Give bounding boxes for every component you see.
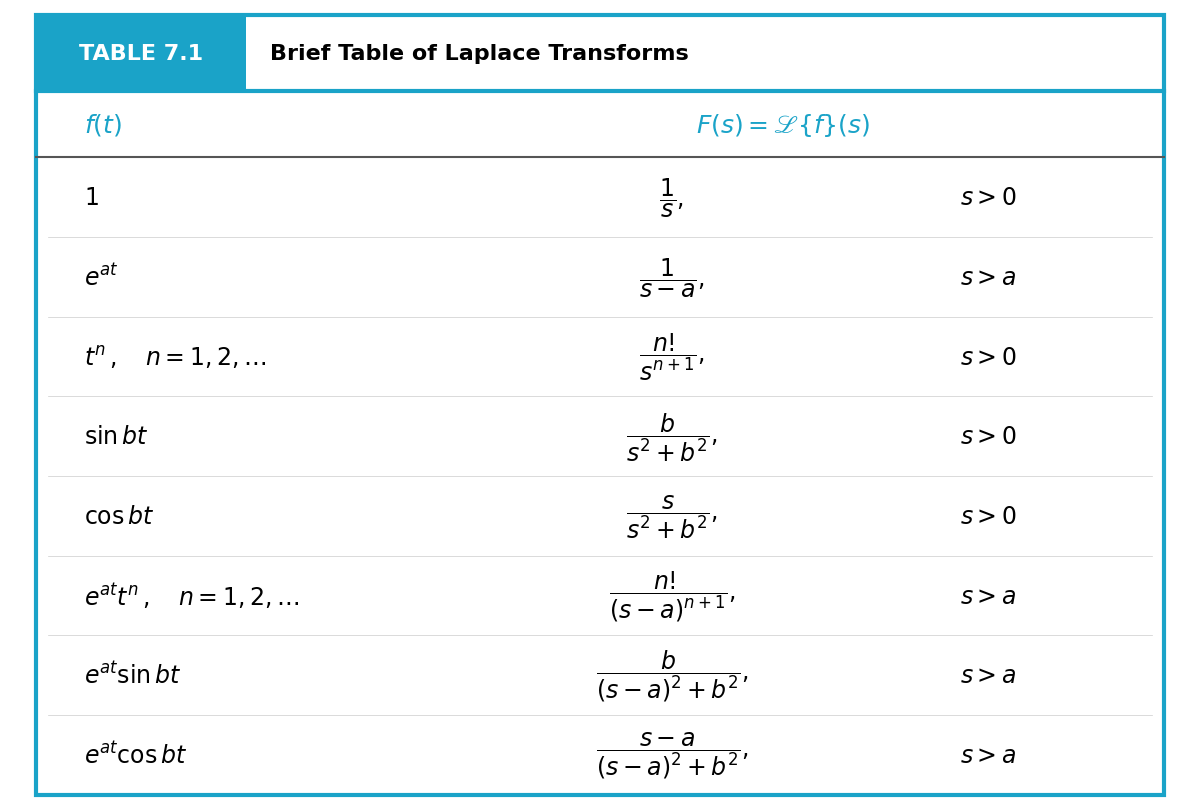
- Text: $\dfrac{1}{s}$$,$: $\dfrac{1}{s}$$,$: [660, 176, 684, 220]
- Text: $\dfrac{n!}{s^{n+1}}$$,$: $\dfrac{n!}{s^{n+1}}$$,$: [640, 331, 704, 383]
- FancyBboxPatch shape: [36, 16, 246, 92]
- Text: $s > a$: $s > a$: [960, 584, 1016, 607]
- Text: $e^{at} \sin bt$: $e^{at} \sin bt$: [84, 663, 181, 689]
- Text: $\dfrac{b}{(s - a)^{2} + b^{2}}$$,$: $\dfrac{b}{(s - a)^{2} + b^{2}}$$,$: [595, 647, 749, 703]
- Text: $s > a$: $s > a$: [960, 743, 1016, 767]
- Text: $\dfrac{1}{s - a}$$,$: $\dfrac{1}{s - a}$$,$: [640, 255, 704, 299]
- Text: $\sin bt$: $\sin bt$: [84, 425, 149, 448]
- Text: $s > 0$: $s > 0$: [960, 345, 1016, 369]
- Text: $s > a$: $s > a$: [960, 265, 1016, 290]
- Text: Brief Table of Laplace Transforms: Brief Table of Laplace Transforms: [270, 44, 689, 64]
- Text: $e^{at}t^{n}\,,\quad n = 1, 2, \ldots$: $e^{at}t^{n}\,,\quad n = 1, 2, \ldots$: [84, 581, 299, 611]
- Text: $s > 0$: $s > 0$: [960, 425, 1016, 448]
- Text: $\dfrac{b}{s^{2} + b^{2}}$$,$: $\dfrac{b}{s^{2} + b^{2}}$$,$: [626, 410, 718, 463]
- Text: $\dfrac{s}{s^{2} + b^{2}}$$,$: $\dfrac{s}{s^{2} + b^{2}}$$,$: [626, 492, 718, 540]
- Text: $e^{at}$: $e^{at}$: [84, 264, 119, 290]
- Text: $s > 0$: $s > 0$: [960, 504, 1016, 528]
- Text: $\cos bt$: $\cos bt$: [84, 504, 155, 528]
- FancyBboxPatch shape: [36, 16, 1164, 795]
- Text: $t^{n}\,,\quad n = 1, 2, \ldots$: $t^{n}\,,\quad n = 1, 2, \ldots$: [84, 344, 266, 371]
- Text: $s > 0$: $s > 0$: [960, 186, 1016, 210]
- Text: TABLE 7.1: TABLE 7.1: [79, 44, 203, 64]
- Text: $\mathit{F}(\mathit{s}) = \mathscr{L}\{\mathit{f}\}(\mathit{s})$: $\mathit{F}(\mathit{s}) = \mathscr{L}\{\…: [696, 111, 870, 139]
- Text: $s > a$: $s > a$: [960, 663, 1016, 688]
- Text: $\dfrac{n!}{(s - a)^{n+1}}$$,$: $\dfrac{n!}{(s - a)^{n+1}}$$,$: [608, 569, 736, 623]
- Text: $\mathit{f}(\mathit{t})$: $\mathit{f}(\mathit{t})$: [84, 112, 122, 138]
- Text: $\dfrac{s - a}{(s - a)^{2} + b^{2}}$$,$: $\dfrac{s - a}{(s - a)^{2} + b^{2}}$$,$: [595, 730, 749, 780]
- Text: $1$: $1$: [84, 186, 98, 210]
- Text: $e^{at} \cos bt$: $e^{at} \cos bt$: [84, 742, 187, 768]
